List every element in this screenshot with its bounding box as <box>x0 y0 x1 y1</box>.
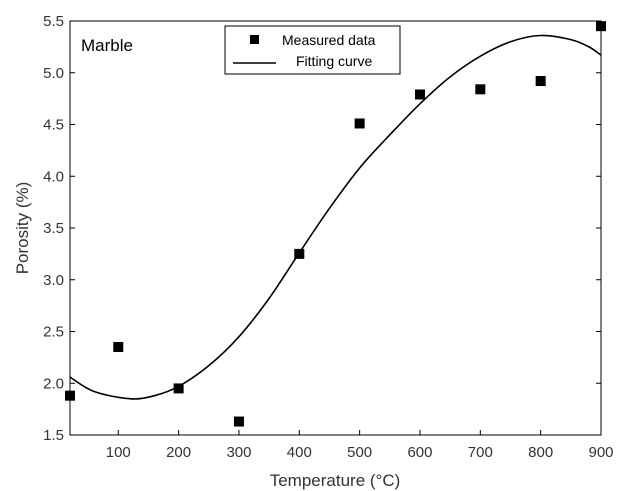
y-tick-label: 4.5 <box>43 117 64 134</box>
plot-area-frame <box>69 20 602 436</box>
measured-data-point <box>475 84 486 95</box>
legend-marker-measured-data <box>250 35 259 44</box>
fitting-curve-line <box>69 34 602 400</box>
legend: Measured data Fitting curve <box>224 25 401 75</box>
measured-data-point <box>535 76 546 87</box>
y-tick-label: 4.0 <box>43 168 64 185</box>
y-tick-label: 3.0 <box>43 272 64 289</box>
y-axis-ticks: 1.5 2.0 2.5 3.0 3.5 4.0 4.5 5.0 5.5 <box>43 13 601 444</box>
x-tick-label: 400 <box>287 444 312 461</box>
y-axis-title: Porosity (%) <box>13 182 32 275</box>
x-tick-label: 700 <box>468 444 493 461</box>
x-tick-label: 900 <box>588 444 613 461</box>
y-tick-label: 3.5 <box>43 220 64 237</box>
y-tick-label: 5.5 <box>43 13 64 30</box>
measured-data-point <box>596 21 606 32</box>
legend-label-measured-data: Measured data <box>282 32 376 48</box>
measured-data-point <box>233 416 244 427</box>
y-tick-label: 2.5 <box>43 324 64 341</box>
measured-data-point <box>65 390 75 401</box>
measured-data-point <box>294 248 305 259</box>
x-axis-ticks: 100 200 300 400 500 600 700 800 900 <box>106 430 614 461</box>
measured-data-points <box>65 21 606 427</box>
x-tick-label: 300 <box>226 444 251 461</box>
panel-label-marble: Marble <box>81 36 133 55</box>
y-tick-label: 1.5 <box>43 427 64 444</box>
x-axis-title: Temperature (°C) <box>270 471 401 490</box>
x-tick-label: 600 <box>407 444 432 461</box>
measured-data-point <box>354 118 365 129</box>
x-tick-label: 200 <box>166 444 191 461</box>
y-tick-label: 2.0 <box>43 375 64 392</box>
x-tick-label: 800 <box>528 444 553 461</box>
measured-data-point <box>173 383 184 394</box>
y-tick-label: 5.0 <box>43 65 64 82</box>
x-tick-label: 500 <box>347 444 372 461</box>
legend-box <box>224 25 401 75</box>
x-tick-label: 100 <box>106 444 131 461</box>
measured-data-point <box>113 342 124 353</box>
legend-label-fitting-curve: Fitting curve <box>296 53 372 69</box>
measured-data-point <box>414 89 425 100</box>
